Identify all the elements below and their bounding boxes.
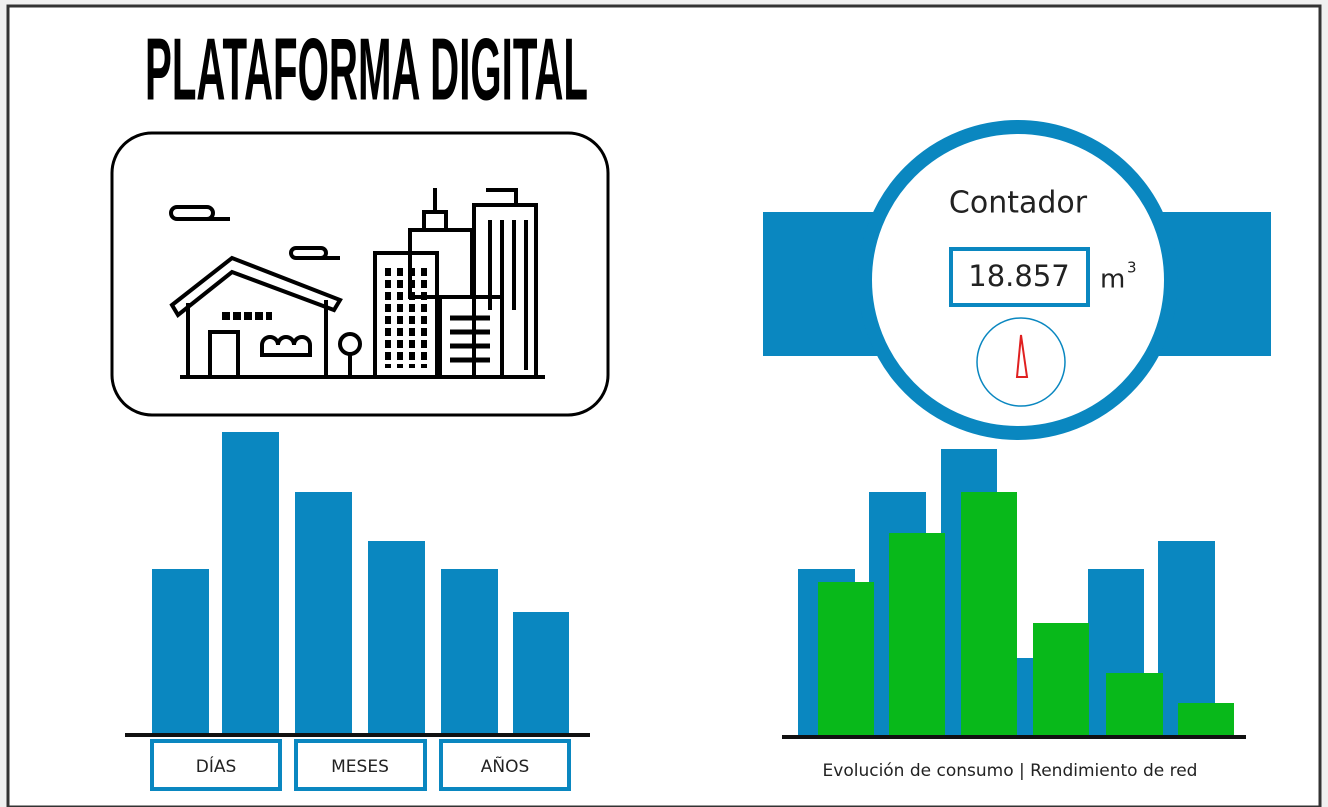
- chart-caption: Evolución de consumo | Rendimiento de re…: [823, 761, 1198, 781]
- meter-unit: m: [1100, 265, 1125, 295]
- button-label[interactable]: DÍAS: [196, 755, 237, 777]
- button-label[interactable]: MESES: [331, 757, 389, 777]
- title: PLATAFORMA DIGITAL: [145, 19, 588, 118]
- meter-label: Contador: [949, 186, 1088, 221]
- meter-reading: 18.857: [968, 259, 1069, 293]
- button-label[interactable]: AÑOS: [481, 755, 530, 777]
- meter-unit-exponent: 3: [1127, 259, 1137, 277]
- page: PLATAFORMA DIGITAL Contador 18.857 m 3: [0, 0, 1328, 807]
